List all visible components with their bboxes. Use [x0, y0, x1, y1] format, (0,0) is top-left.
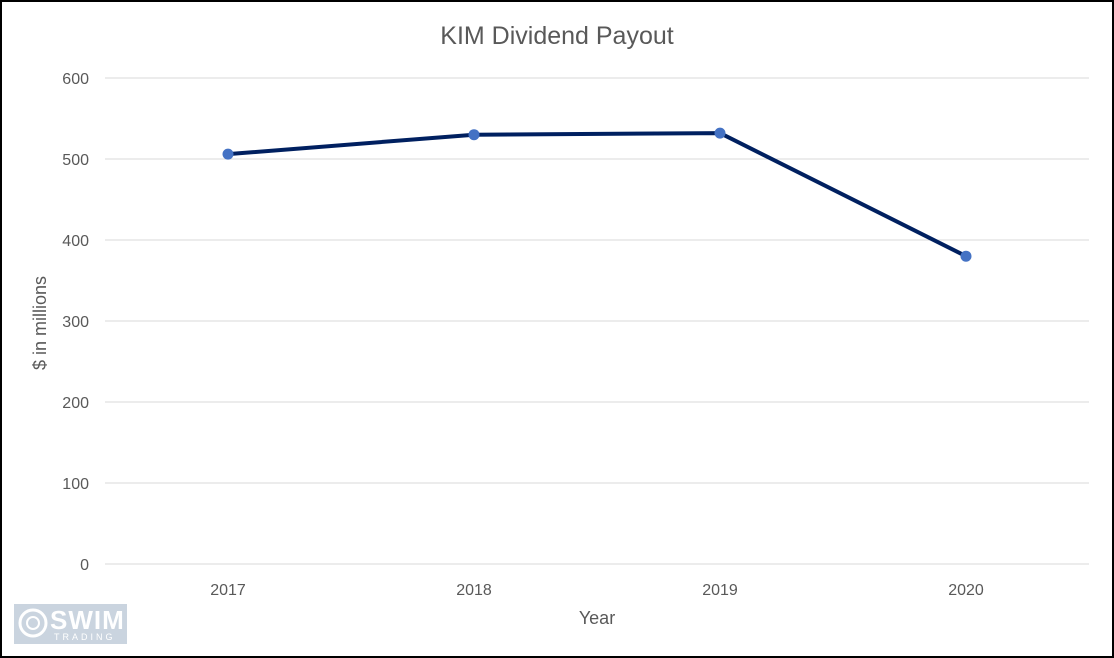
y-axis-label: $ in millions: [30, 276, 50, 370]
x-tick-label: 2019: [702, 582, 738, 599]
x-axis-label: Year: [579, 608, 615, 628]
swim-trading-logo: SWIM TRADING: [14, 604, 127, 644]
chart-title: KIM Dividend Payout: [440, 22, 674, 50]
y-tick-label: 600: [62, 71, 89, 88]
y-tick-label: 500: [62, 152, 89, 169]
x-axis-ticks: 2017 2018 2019 2020: [210, 582, 984, 599]
y-axis-ticks: 0 100 200 300 400 500 600: [62, 71, 89, 574]
logo-main-text: SWIM: [50, 605, 125, 635]
series-layer: [222, 127, 972, 262]
swirl-icon: [18, 608, 48, 638]
data-point-2017: [222, 148, 234, 160]
y-tick-label: 200: [62, 395, 89, 412]
series-line: [226, 131, 968, 259]
gridlines: [105, 77, 1089, 565]
logo-sub-text: TRADING: [54, 632, 116, 642]
y-tick-label: 100: [62, 476, 89, 493]
x-tick-label: 2018: [456, 582, 492, 599]
y-tick-label: 400: [62, 233, 89, 250]
x-tick-label: 2020: [948, 582, 984, 599]
y-tick-label: 0: [80, 557, 89, 574]
x-tick-label: 2017: [210, 582, 246, 599]
data-point-2019: [714, 127, 726, 139]
data-point-2018: [468, 129, 480, 141]
data-point-2020: [960, 250, 972, 262]
y-tick-label: 300: [62, 314, 89, 331]
